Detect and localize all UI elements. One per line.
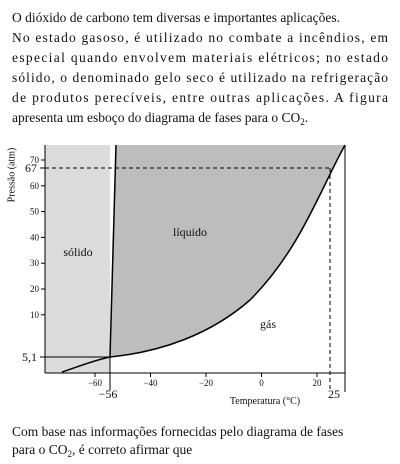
x-mark-label: 25 <box>328 387 340 401</box>
question-text: Com base nas informações fornecidas pelo… <box>12 424 343 459</box>
x-tick-label: −60 <box>88 378 103 388</box>
y-tick-label: 70 <box>30 155 40 165</box>
subscript: 2 <box>67 449 72 459</box>
text-segment: . <box>305 110 308 125</box>
y-tick-label: 20 <box>30 284 40 294</box>
y-tick-label: 30 <box>30 258 40 268</box>
text-segment: para o CO <box>12 442 68 457</box>
paragraph-line: sólido, o denominado gelo seco é utiliza… <box>12 70 388 85</box>
y-tick-label: 40 <box>30 232 40 242</box>
text-segment: Com base nas informações fornecidas pelo… <box>12 424 343 439</box>
paragraph-line: especial quando envolvem materiais elétr… <box>12 50 388 65</box>
paragraph-line: Com base nas informações fornecidas pelo… <box>12 424 343 439</box>
melting-line <box>109 144 117 358</box>
paragraph-line: No estado gasoso, é utilizado no combate… <box>12 30 388 45</box>
vapor-curve <box>61 144 346 373</box>
y-tick-label: 10 <box>30 310 40 320</box>
paragraph-line: para o CO2, é correto afirmar que <box>12 442 192 459</box>
y-mark-label: 5,1 <box>22 350 37 364</box>
y-tick-label: 60 <box>30 181 40 191</box>
x-tick-label: −20 <box>199 378 214 388</box>
y-mark-label: 67 <box>25 161 37 175</box>
liquid-region <box>110 145 345 357</box>
paragraph-line: O dióxido de carbono tem diversas e impo… <box>12 10 340 25</box>
x-tick-label: 20 <box>313 378 323 388</box>
x-tick-label: −40 <box>143 378 158 388</box>
region-label: gás <box>260 317 276 331</box>
phase-diagram: Pressão (atm) Temperatura (°C) 67 5,1 −5… <box>6 144 346 407</box>
y-axis-label: Pressão (atm) <box>6 148 17 203</box>
intro-text: O dióxido de carbono tem diversas e impo… <box>12 10 388 127</box>
region-label: sólido <box>63 245 92 259</box>
region-label: líquido <box>173 225 207 239</box>
x-tick-label: 0 <box>259 378 264 388</box>
text-segment: , é correto afirmar que <box>72 442 192 457</box>
paragraph-line: apresenta um esboço do diagrama de fases… <box>12 110 308 127</box>
solid-region <box>45 145 110 373</box>
paragraph-line: de produtos perecíveis, entre outras apl… <box>12 90 388 105</box>
ticks: 70 60 50 40 30 20 10 −60 −40 −20 0 20 <box>30 155 322 388</box>
y-tick-label: 50 <box>30 207 40 217</box>
x-axis-label: Temperatura (°C) <box>230 396 300 407</box>
subscript: 2 <box>300 117 305 127</box>
text-segment: apresenta um esboço do diagrama de fases… <box>12 110 301 125</box>
x-mark-label: −56 <box>99 387 118 401</box>
